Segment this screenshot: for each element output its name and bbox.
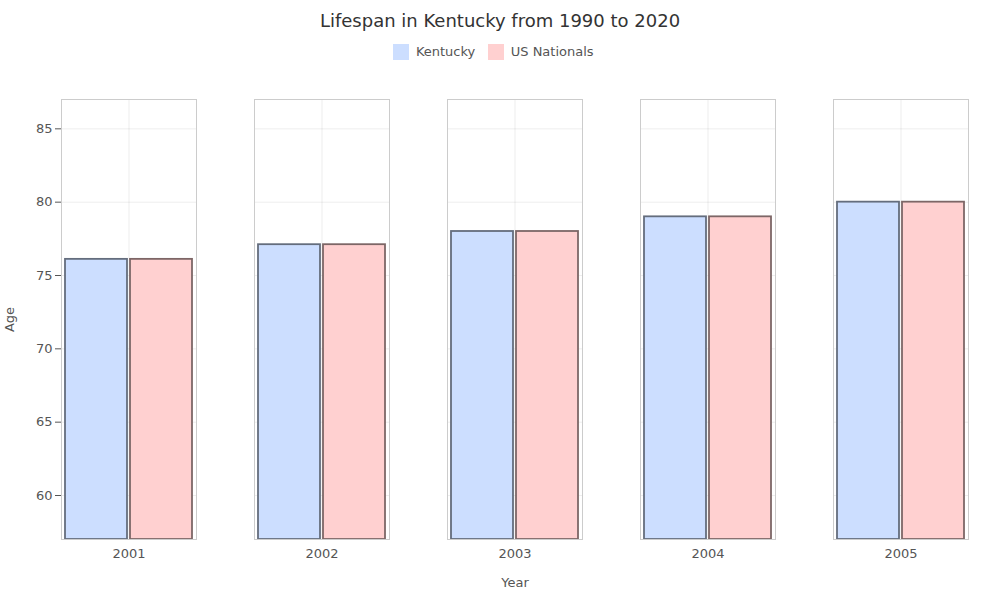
html-text:Lifespan in Kentucky from 1990: Lifespan in Kentucky from 1990 to 2020 bbox=[319, 10, 681, 31]
html-text:US Nationals: US Nationals bbox=[510, 44, 594, 59]
svg-text:2004: 2004 bbox=[691, 545, 724, 560]
svg-text:60: 60 bbox=[36, 487, 53, 502]
svg-text:2002: 2002 bbox=[305, 545, 338, 560]
svg-text:80: 80 bbox=[36, 194, 53, 209]
svg-text:75: 75 bbox=[36, 267, 53, 282]
html-text:Kentucky: Kentucky bbox=[415, 44, 476, 59]
svg-text:2005: 2005 bbox=[884, 545, 917, 560]
svg-text:2001: 2001 bbox=[112, 545, 145, 560]
svg-text:Age: Age bbox=[2, 306, 17, 331]
svg-text:2003: 2003 bbox=[498, 545, 531, 560]
svg-text:70: 70 bbox=[36, 340, 53, 355]
svg-text:Year: Year bbox=[500, 574, 529, 589]
svg-text:65: 65 bbox=[36, 414, 53, 429]
svg-text:85: 85 bbox=[36, 120, 53, 135]
